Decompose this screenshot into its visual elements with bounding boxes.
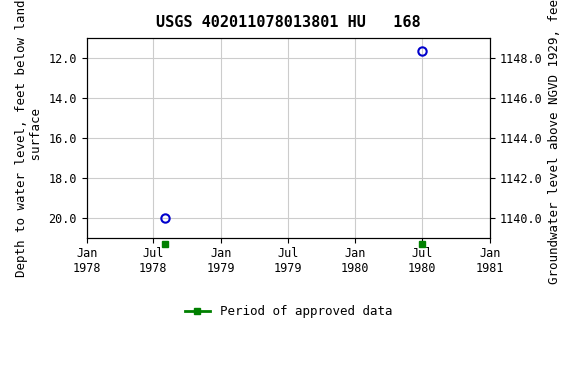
Legend: Period of approved data: Period of approved data (180, 300, 397, 323)
Y-axis label: Groundwater level above NGVD 1929, feet: Groundwater level above NGVD 1929, feet (548, 0, 561, 284)
Y-axis label: Depth to water level, feet below land
 surface: Depth to water level, feet below land su… (15, 0, 43, 277)
Title: USGS 402011078013801 HU   168: USGS 402011078013801 HU 168 (156, 15, 420, 30)
